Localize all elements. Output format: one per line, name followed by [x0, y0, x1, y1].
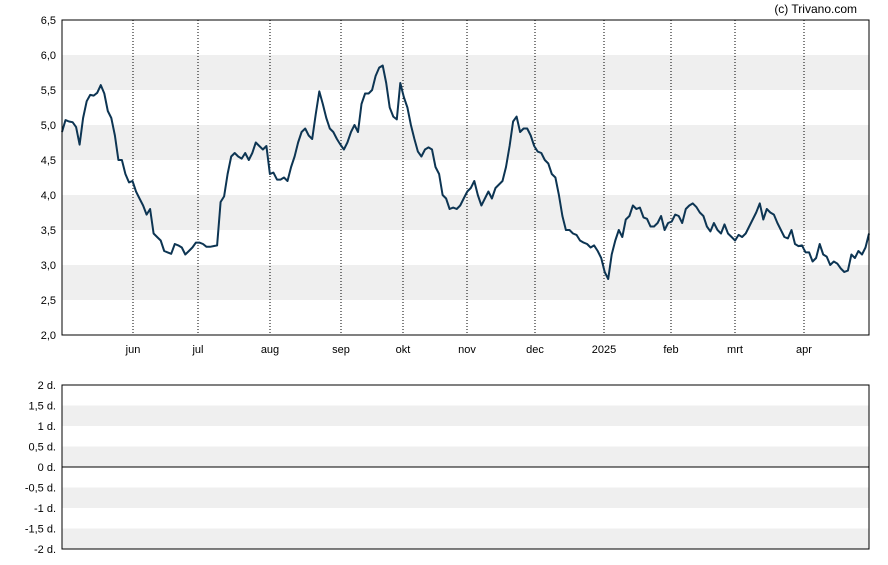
- x-tick-label: mrt: [727, 344, 743, 356]
- y-tick-label: -0,5 d.: [25, 483, 56, 495]
- y-tick-label: 2,0: [41, 330, 56, 342]
- band: [62, 265, 869, 300]
- y-tick-label: 0 d.: [38, 462, 56, 474]
- copyright-label: (c) Trivano.com: [774, 2, 857, 16]
- price-series-line: [61, 64, 870, 280]
- y-tick-label: 1 d.: [38, 421, 56, 433]
- price-chart-y-axis: 2,0 2,5 3,0 3,5 4,0 4,5 5,0 5,5 6,0 6,5: [41, 15, 56, 342]
- y-tick-label: 0,5 d.: [28, 442, 56, 454]
- band: [62, 125, 869, 160]
- price-chart-bands: [62, 55, 869, 300]
- y-tick-label: 6,5: [41, 15, 56, 27]
- y-tick-label: -2 d.: [34, 544, 56, 556]
- band: [62, 528, 869, 549]
- band: [62, 446, 869, 467]
- y-tick-label: 5,5: [41, 85, 56, 97]
- y-tick-label: 2 d.: [38, 380, 56, 392]
- x-tick-label: jul: [191, 344, 203, 356]
- band: [62, 487, 869, 508]
- x-tick-label: feb: [663, 344, 678, 356]
- x-tick-label: okt: [396, 344, 411, 356]
- x-tick-label: sep: [332, 344, 350, 356]
- band: [62, 55, 869, 90]
- volume-chart-y-axis: 2 d. 1,5 d. 1 d. 0,5 d. 0 d. -0,5 d. -1 d. -1,5…: [25, 380, 56, 556]
- price-chart-frame: [61, 19, 870, 336]
- y-tick-label: 1,5 d.: [28, 401, 56, 413]
- price-chart-x-axis: jun jul aug sep okt nov dec 2025 feb mrt apr: [125, 344, 813, 356]
- y-tick-label: 5,0: [41, 120, 56, 132]
- x-tick-label: aug: [261, 344, 279, 356]
- y-tick-label: 2,5: [41, 295, 56, 307]
- band: [62, 195, 869, 230]
- volume-chart-frame: [61, 384, 870, 550]
- x-tick-label: 2025: [592, 344, 616, 356]
- x-tick-label: jun: [125, 344, 141, 356]
- x-tick-label: apr: [796, 344, 812, 356]
- band: [62, 405, 869, 426]
- y-tick-label: 3,0: [41, 260, 56, 272]
- x-tick-label: dec: [526, 344, 544, 356]
- volume-chart-bands: [62, 405, 869, 549]
- y-tick-label: -1 d.: [34, 503, 56, 515]
- y-tick-label: 4,0: [41, 190, 56, 202]
- y-tick-label: 6,0: [41, 50, 56, 62]
- y-tick-label: 3,5: [41, 225, 56, 237]
- y-tick-label: 4,5: [41, 155, 56, 167]
- y-tick-label: -1,5 d.: [25, 524, 56, 536]
- x-tick-label: nov: [458, 344, 476, 356]
